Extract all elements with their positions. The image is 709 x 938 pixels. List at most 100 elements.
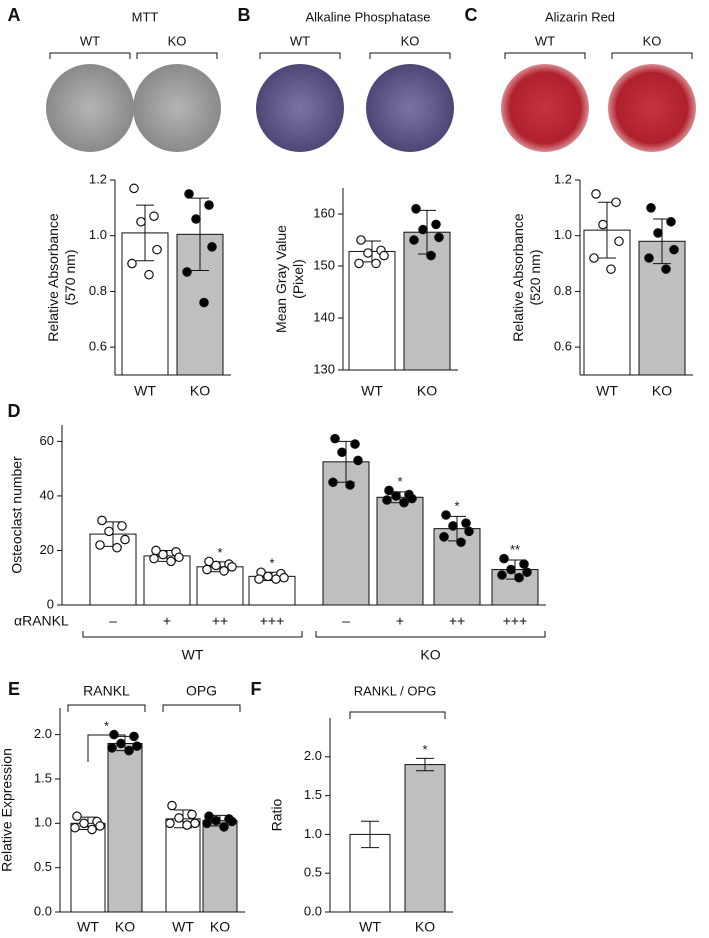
significance: * [397, 474, 402, 489]
y-tick-label: 1.2 [554, 171, 572, 186]
bar [70, 822, 106, 913]
image-label: WT [535, 33, 555, 48]
y-tick-label: 60 [40, 433, 54, 448]
data-point [461, 518, 471, 528]
data-point [129, 183, 139, 194]
data-point [644, 253, 654, 263]
image-label: KO [401, 33, 420, 48]
data-point [184, 189, 194, 199]
data-point [589, 253, 599, 263]
data-point [79, 818, 89, 829]
data-point [120, 534, 130, 545]
data-point [439, 532, 449, 542]
data-point [506, 564, 516, 575]
data-point [499, 553, 509, 564]
data-point [666, 216, 676, 227]
y-axis-label: Relative Expression [0, 748, 15, 872]
data-point [202, 818, 212, 829]
well-image [46, 64, 134, 152]
significance: ** [510, 542, 520, 557]
data-point [598, 219, 608, 230]
significance: * [269, 556, 274, 571]
data-point [611, 197, 621, 208]
data-point [219, 566, 229, 576]
error-bar [136, 204, 154, 262]
data-point [202, 564, 212, 575]
x-tick-label: KO [210, 919, 230, 935]
data-point [606, 264, 616, 274]
well-image [256, 64, 344, 152]
data-point [227, 816, 237, 827]
x-tick-label: WT [361, 383, 383, 399]
data-point [207, 242, 217, 252]
data-point [497, 570, 507, 580]
bar [107, 742, 143, 913]
y-axis-label: Relative Absorbance [45, 213, 61, 342]
data-point [227, 562, 237, 572]
data-point [661, 264, 671, 274]
significance: * [422, 742, 427, 757]
data-point [149, 211, 159, 222]
data-point [182, 267, 192, 277]
data-point [411, 204, 421, 214]
well-image [501, 64, 589, 152]
y-tick-label: 0.8 [89, 283, 107, 298]
y-axis-label: (520 nm) [527, 249, 543, 305]
data-point [371, 258, 381, 269]
data-point [345, 480, 355, 490]
data-point [199, 297, 209, 308]
panel-title: MTT [132, 9, 159, 24]
x-tick-label: WT [77, 919, 99, 935]
y-tick-label: 0.0 [34, 903, 52, 918]
data-point [187, 809, 197, 820]
data-point [158, 549, 168, 560]
data-point [441, 510, 451, 520]
data-point [174, 552, 184, 563]
panel-letter: E [8, 679, 20, 699]
y-tick-label: 1.0 [304, 826, 322, 841]
x-tick-label: KO [417, 383, 437, 399]
x-tick-label: + [396, 613, 404, 629]
y-tick-label: 2.0 [304, 748, 322, 763]
data-point [614, 236, 624, 247]
group-label: WT [182, 647, 204, 663]
bracket [49, 52, 131, 59]
data-point [514, 572, 524, 583]
x-tick-label: +++ [503, 613, 528, 629]
x-tick-label: – [342, 613, 350, 629]
data-point [456, 537, 466, 548]
bar [165, 818, 201, 913]
x-tick-label: WT [596, 383, 618, 399]
significance: * [217, 545, 222, 560]
y-tick-label: 1.5 [304, 787, 322, 802]
error-bar [416, 757, 434, 772]
group-label: KO [420, 647, 440, 663]
panel-title: Alizarin Red [545, 9, 615, 24]
data-point [191, 214, 201, 224]
data-point [271, 574, 281, 584]
data-point [72, 811, 82, 822]
panel-letter: A [8, 5, 21, 25]
y-tick-label: 150 [313, 257, 335, 272]
comparison-label: * [104, 718, 109, 733]
data-point [409, 235, 419, 245]
data-point [95, 540, 105, 550]
data-point [337, 447, 347, 458]
y-tick-label: 0.6 [89, 339, 107, 354]
bracket [369, 52, 451, 59]
x-tick-label: – [109, 613, 117, 629]
data-point [669, 244, 679, 255]
data-point [136, 216, 146, 227]
data-point [434, 232, 444, 243]
bracket [349, 711, 446, 719]
data-point [107, 743, 117, 753]
data-point [448, 521, 458, 531]
bracket [162, 704, 241, 712]
image-label: WT [80, 33, 100, 48]
y-axis-label: Relative Absorbance [510, 213, 526, 342]
bracket [136, 52, 218, 59]
y-axis-label: Osteoclast number [9, 456, 25, 574]
data-point [426, 250, 436, 261]
panel-title: Alkaline Phosphatase [305, 9, 430, 24]
x-tick-label: ++ [449, 613, 465, 629]
